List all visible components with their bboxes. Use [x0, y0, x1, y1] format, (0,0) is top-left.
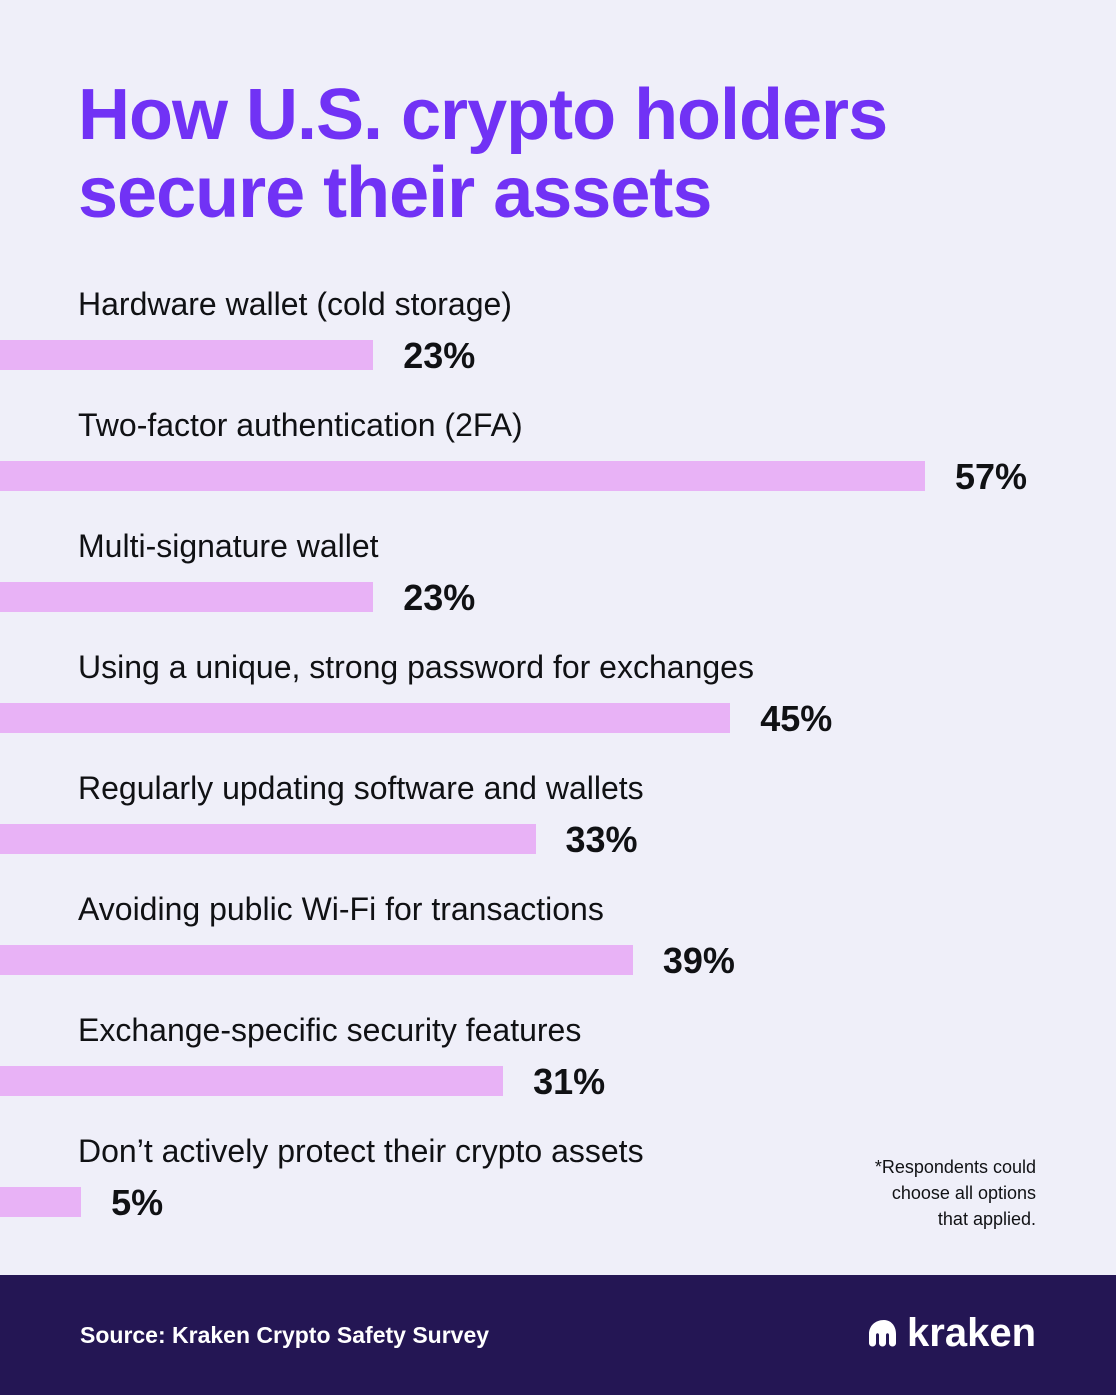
bar: [0, 1187, 82, 1217]
category-label: Using a unique, strong password for exch…: [78, 649, 754, 685]
value-label: 33%: [565, 819, 638, 860]
footnote-line-3: that applied.: [937, 1209, 1036, 1229]
chart-title-line-1: How U.S. crypto holders: [78, 75, 888, 155]
bar: [0, 340, 374, 370]
bar: [0, 945, 633, 975]
bar: [0, 824, 536, 854]
category-label: Hardware wallet (cold storage): [78, 286, 512, 322]
chart-title: How U.S. crypto holders secure their ass…: [78, 76, 1078, 232]
footnote-line-1: *Respondents could: [874, 1157, 1036, 1177]
footnote-line-2: choose all options: [891, 1183, 1036, 1203]
bar-chart: Hardware wallet (cold storage) 23% Two-fac…: [0, 270, 1116, 1260]
category-label: Avoiding public Wi-Fi for transactions: [78, 891, 604, 927]
category-label: Exchange-specific security features: [78, 1012, 582, 1048]
bar: [0, 461, 925, 491]
footer: Source: Kraken Crypto Safety Survey krak…: [0, 1275, 1116, 1395]
category-label: Two-factor authentication (2FA): [78, 407, 523, 443]
bar: [0, 1066, 504, 1096]
value-label: 31%: [533, 1061, 606, 1102]
value-label: 23%: [403, 335, 476, 376]
value-label: 23%: [403, 577, 476, 618]
category-label: Don’t actively protect their crypto asse…: [78, 1133, 644, 1169]
brand-logo: kraken: [867, 1311, 1036, 1355]
brand-name: kraken: [907, 1311, 1036, 1355]
footnote: *Respondents could choose all options th…: [776, 1154, 1036, 1232]
source-text: Source: Kraken Crypto Safety Survey: [80, 1322, 490, 1348]
category-label: Multi-signature wallet: [78, 528, 379, 564]
kraken-logo-icon: [869, 1320, 897, 1347]
value-label: 57%: [955, 456, 1028, 497]
value-label: 39%: [662, 940, 735, 981]
bar: [0, 703, 731, 733]
value-label: 45%: [760, 698, 833, 739]
category-label: Regularly updating software and wallets: [78, 770, 644, 806]
chart-title-line-2: secure their assets: [78, 153, 712, 233]
bar: [0, 582, 374, 612]
value-label: 5%: [111, 1182, 164, 1223]
